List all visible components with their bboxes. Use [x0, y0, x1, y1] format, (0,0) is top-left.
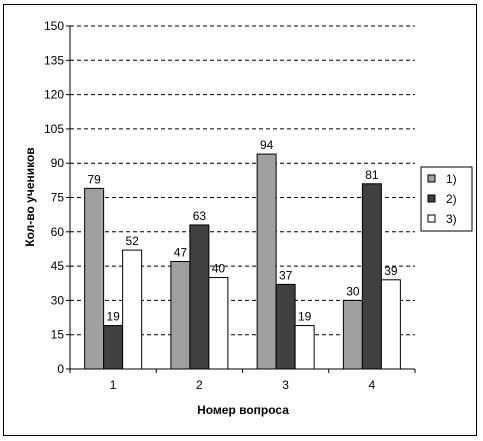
y-tick-label: 105 — [44, 122, 64, 136]
bar-series-2-category-3 — [275, 283, 296, 370]
y-tick-label: 45 — [51, 259, 65, 273]
bar-series-1-category-1 — [84, 187, 105, 370]
bar-series-2-category-2 — [189, 224, 210, 370]
legend-swatch — [427, 214, 436, 223]
data-label: 19 — [298, 310, 312, 324]
y-tick-label: 30 — [51, 293, 65, 307]
x-tick-labels: 1 2 3 4 — [69, 369, 416, 392]
bar-series-1-category-3 — [256, 153, 277, 370]
y-tick-label: 75 — [51, 191, 65, 205]
bar-series-1-category-4 — [342, 299, 363, 370]
data-label: 63 — [193, 209, 207, 223]
bars — [84, 153, 401, 370]
bar-series-3-category-2 — [208, 277, 229, 370]
legend: 1) 2) 3) — [420, 166, 473, 232]
data-label: 94 — [260, 138, 274, 152]
y-tick-labels: 0 15 30 45 60 75 90 105 120 135 150 — [44, 19, 64, 376]
y-tick-label: 90 — [51, 156, 65, 170]
x-tick-label: 2 — [196, 378, 203, 392]
legend-swatch — [427, 174, 436, 183]
legend-label: 2) — [446, 192, 457, 206]
bar-series-3-category-1 — [122, 249, 143, 370]
data-label: 40 — [212, 262, 226, 276]
y-tick-label: 120 — [44, 88, 64, 102]
data-label: 79 — [87, 172, 101, 186]
y-tick-label: 60 — [51, 225, 65, 239]
x-tick-label: 4 — [369, 378, 376, 392]
x-tick-label: 3 — [282, 378, 289, 392]
legend-label: 3) — [446, 212, 457, 226]
bar-series-3-category-4 — [380, 279, 401, 370]
bar-series-1-category-2 — [170, 261, 191, 370]
y-tick-label: 0 — [57, 362, 64, 376]
data-label: 81 — [365, 168, 379, 182]
data-label: 30 — [346, 284, 360, 298]
data-label: 37 — [279, 268, 293, 282]
legend-swatch — [427, 194, 436, 203]
data-label: 47 — [174, 246, 188, 260]
y-tick-label: 15 — [51, 328, 65, 342]
legend-label: 1) — [446, 172, 457, 186]
bar-series-3-category-3 — [294, 325, 315, 370]
x-axis-title: Номер вопроса — [197, 403, 289, 417]
y-tick-label: 135 — [44, 53, 64, 67]
data-labels: 79 19 52 47 63 40 94 37 19 30 81 39 — [87, 138, 397, 324]
data-label: 52 — [125, 234, 139, 248]
bar-series-2-category-4 — [361, 183, 382, 370]
data-label: 39 — [384, 264, 398, 278]
y-axis-title: Кол-во учеников — [23, 147, 37, 246]
data-label: 19 — [106, 310, 120, 324]
x-tick-label: 1 — [110, 378, 117, 392]
bar-series-2-category-1 — [103, 325, 124, 370]
y-tick-label: 150 — [44, 19, 64, 33]
legend-items: 1) 2) 3) — [427, 172, 457, 226]
